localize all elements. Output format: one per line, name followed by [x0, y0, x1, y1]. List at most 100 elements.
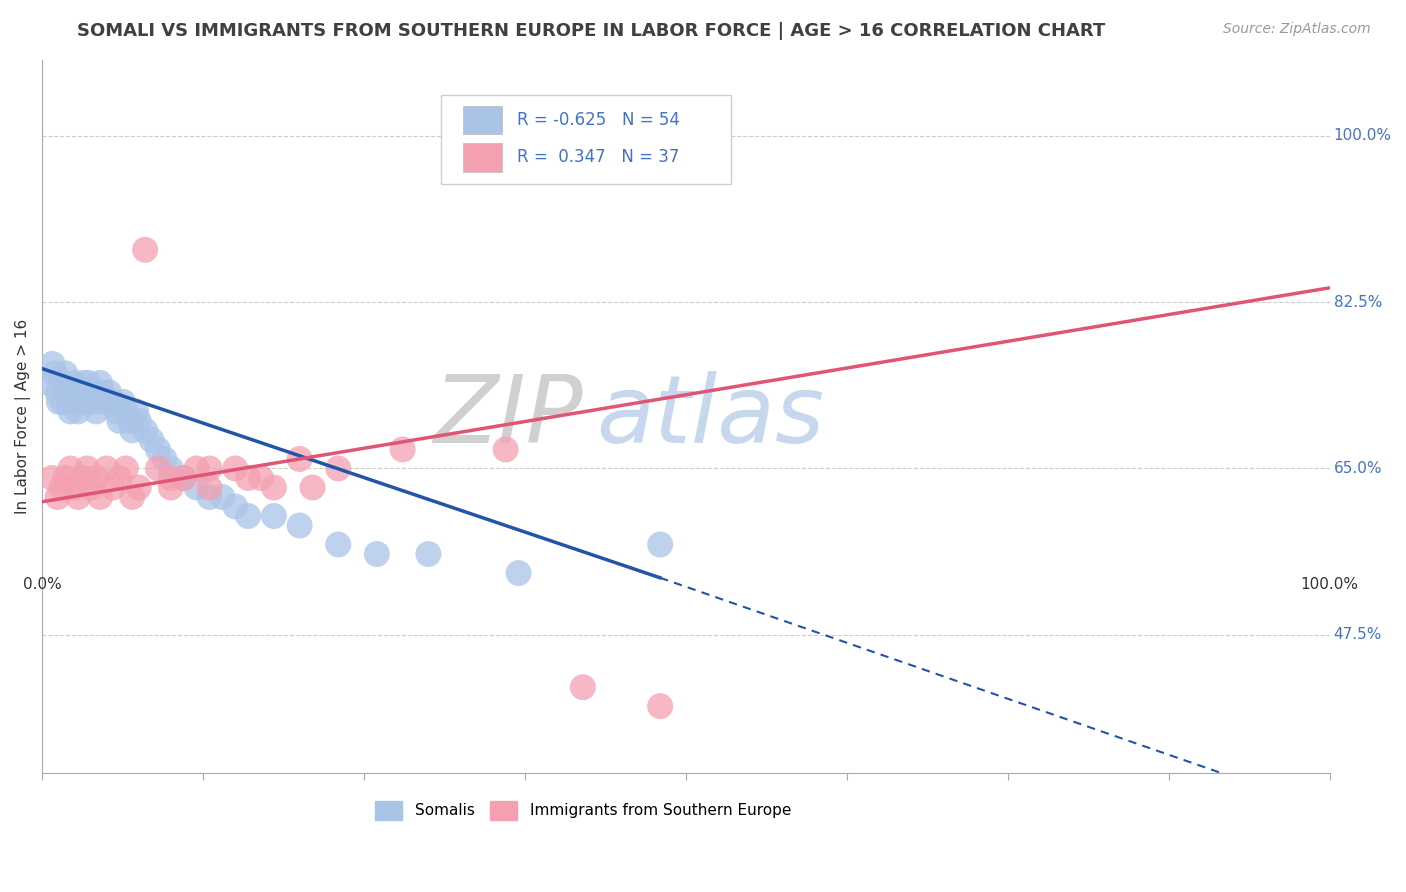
Point	[83, 385, 105, 400]
Point	[44, 367, 66, 381]
Point	[495, 442, 517, 457]
Point	[650, 537, 672, 551]
Point	[134, 424, 156, 438]
Text: SOMALI VS IMMIGRANTS FROM SOUTHERN EUROPE IN LABOR FORCE | AGE > 16 CORRELATION : SOMALI VS IMMIGRANTS FROM SOUTHERN EUROP…	[77, 22, 1105, 40]
Point	[224, 500, 246, 514]
Point	[63, 481, 86, 495]
Point	[146, 461, 169, 475]
Text: ZIP: ZIP	[433, 371, 583, 462]
Point	[46, 490, 69, 504]
Text: 100.0%: 100.0%	[1334, 128, 1392, 144]
Point	[56, 385, 79, 400]
Point	[52, 395, 75, 409]
Point	[118, 414, 141, 428]
Point	[198, 490, 221, 504]
Point	[53, 367, 76, 381]
Text: 65.0%: 65.0%	[1334, 461, 1382, 476]
Text: 0.0%: 0.0%	[22, 576, 62, 591]
Point	[288, 518, 311, 533]
FancyBboxPatch shape	[463, 106, 502, 135]
Point	[160, 481, 183, 495]
Point	[108, 414, 131, 428]
Point	[236, 508, 259, 523]
Point	[301, 481, 323, 495]
Point	[77, 376, 100, 390]
Point	[76, 385, 98, 400]
Point	[80, 481, 103, 495]
Point	[91, 385, 114, 400]
Point	[98, 385, 121, 400]
Point	[288, 452, 311, 467]
Point	[96, 395, 118, 409]
Point	[41, 471, 63, 485]
Text: 100.0%: 100.0%	[1301, 576, 1358, 591]
Point	[72, 376, 94, 390]
Point	[101, 395, 124, 409]
Point	[263, 481, 285, 495]
Point	[67, 404, 90, 418]
Legend: Somalis, Immigrants from Southern Europe: Somalis, Immigrants from Southern Europe	[368, 795, 797, 826]
Y-axis label: In Labor Force | Age > 16: In Labor Force | Age > 16	[15, 318, 31, 514]
Point	[224, 461, 246, 475]
Point	[508, 566, 530, 580]
Text: 82.5%: 82.5%	[1334, 294, 1382, 310]
Point	[108, 471, 131, 485]
Point	[114, 461, 136, 475]
Point	[101, 481, 124, 495]
Point	[418, 547, 440, 561]
Point	[89, 376, 111, 390]
Point	[46, 385, 69, 400]
Point	[89, 490, 111, 504]
Point	[211, 490, 233, 504]
Point	[146, 442, 169, 457]
Point	[328, 461, 350, 475]
Point	[114, 404, 136, 418]
Text: R =  0.347   N = 37: R = 0.347 N = 37	[517, 148, 679, 166]
Point	[125, 404, 148, 418]
Point	[84, 404, 107, 418]
Point	[236, 471, 259, 485]
Point	[60, 385, 83, 400]
Point	[173, 471, 195, 485]
Point	[173, 471, 195, 485]
Point	[53, 471, 76, 485]
Point	[128, 414, 150, 428]
Point	[69, 385, 91, 400]
Point	[105, 404, 128, 418]
FancyBboxPatch shape	[463, 143, 502, 171]
Point	[59, 461, 82, 475]
Point	[38, 376, 60, 390]
Text: atlas: atlas	[596, 371, 824, 462]
Point	[128, 481, 150, 495]
Point	[366, 547, 388, 561]
Point	[67, 490, 90, 504]
Point	[650, 699, 672, 714]
Point	[76, 461, 98, 475]
Point	[96, 461, 118, 475]
Point	[51, 376, 73, 390]
Point	[153, 452, 176, 467]
Point	[263, 508, 285, 523]
Point	[48, 395, 70, 409]
Point	[59, 404, 82, 418]
FancyBboxPatch shape	[441, 95, 731, 185]
Point	[41, 357, 63, 371]
Point	[141, 433, 163, 447]
Text: Source: ZipAtlas.com: Source: ZipAtlas.com	[1223, 22, 1371, 37]
Point	[186, 481, 208, 495]
Point	[198, 481, 221, 495]
Point	[121, 490, 143, 504]
Point	[134, 243, 156, 257]
Point	[63, 376, 86, 390]
Point	[86, 395, 108, 409]
Point	[250, 471, 273, 485]
Point	[80, 395, 103, 409]
Point	[51, 481, 73, 495]
Point	[572, 680, 595, 694]
Point	[66, 395, 89, 409]
Point	[391, 442, 413, 457]
Point	[160, 471, 183, 485]
Point	[121, 424, 143, 438]
Text: R = -0.625   N = 54: R = -0.625 N = 54	[517, 112, 681, 129]
Point	[112, 395, 135, 409]
